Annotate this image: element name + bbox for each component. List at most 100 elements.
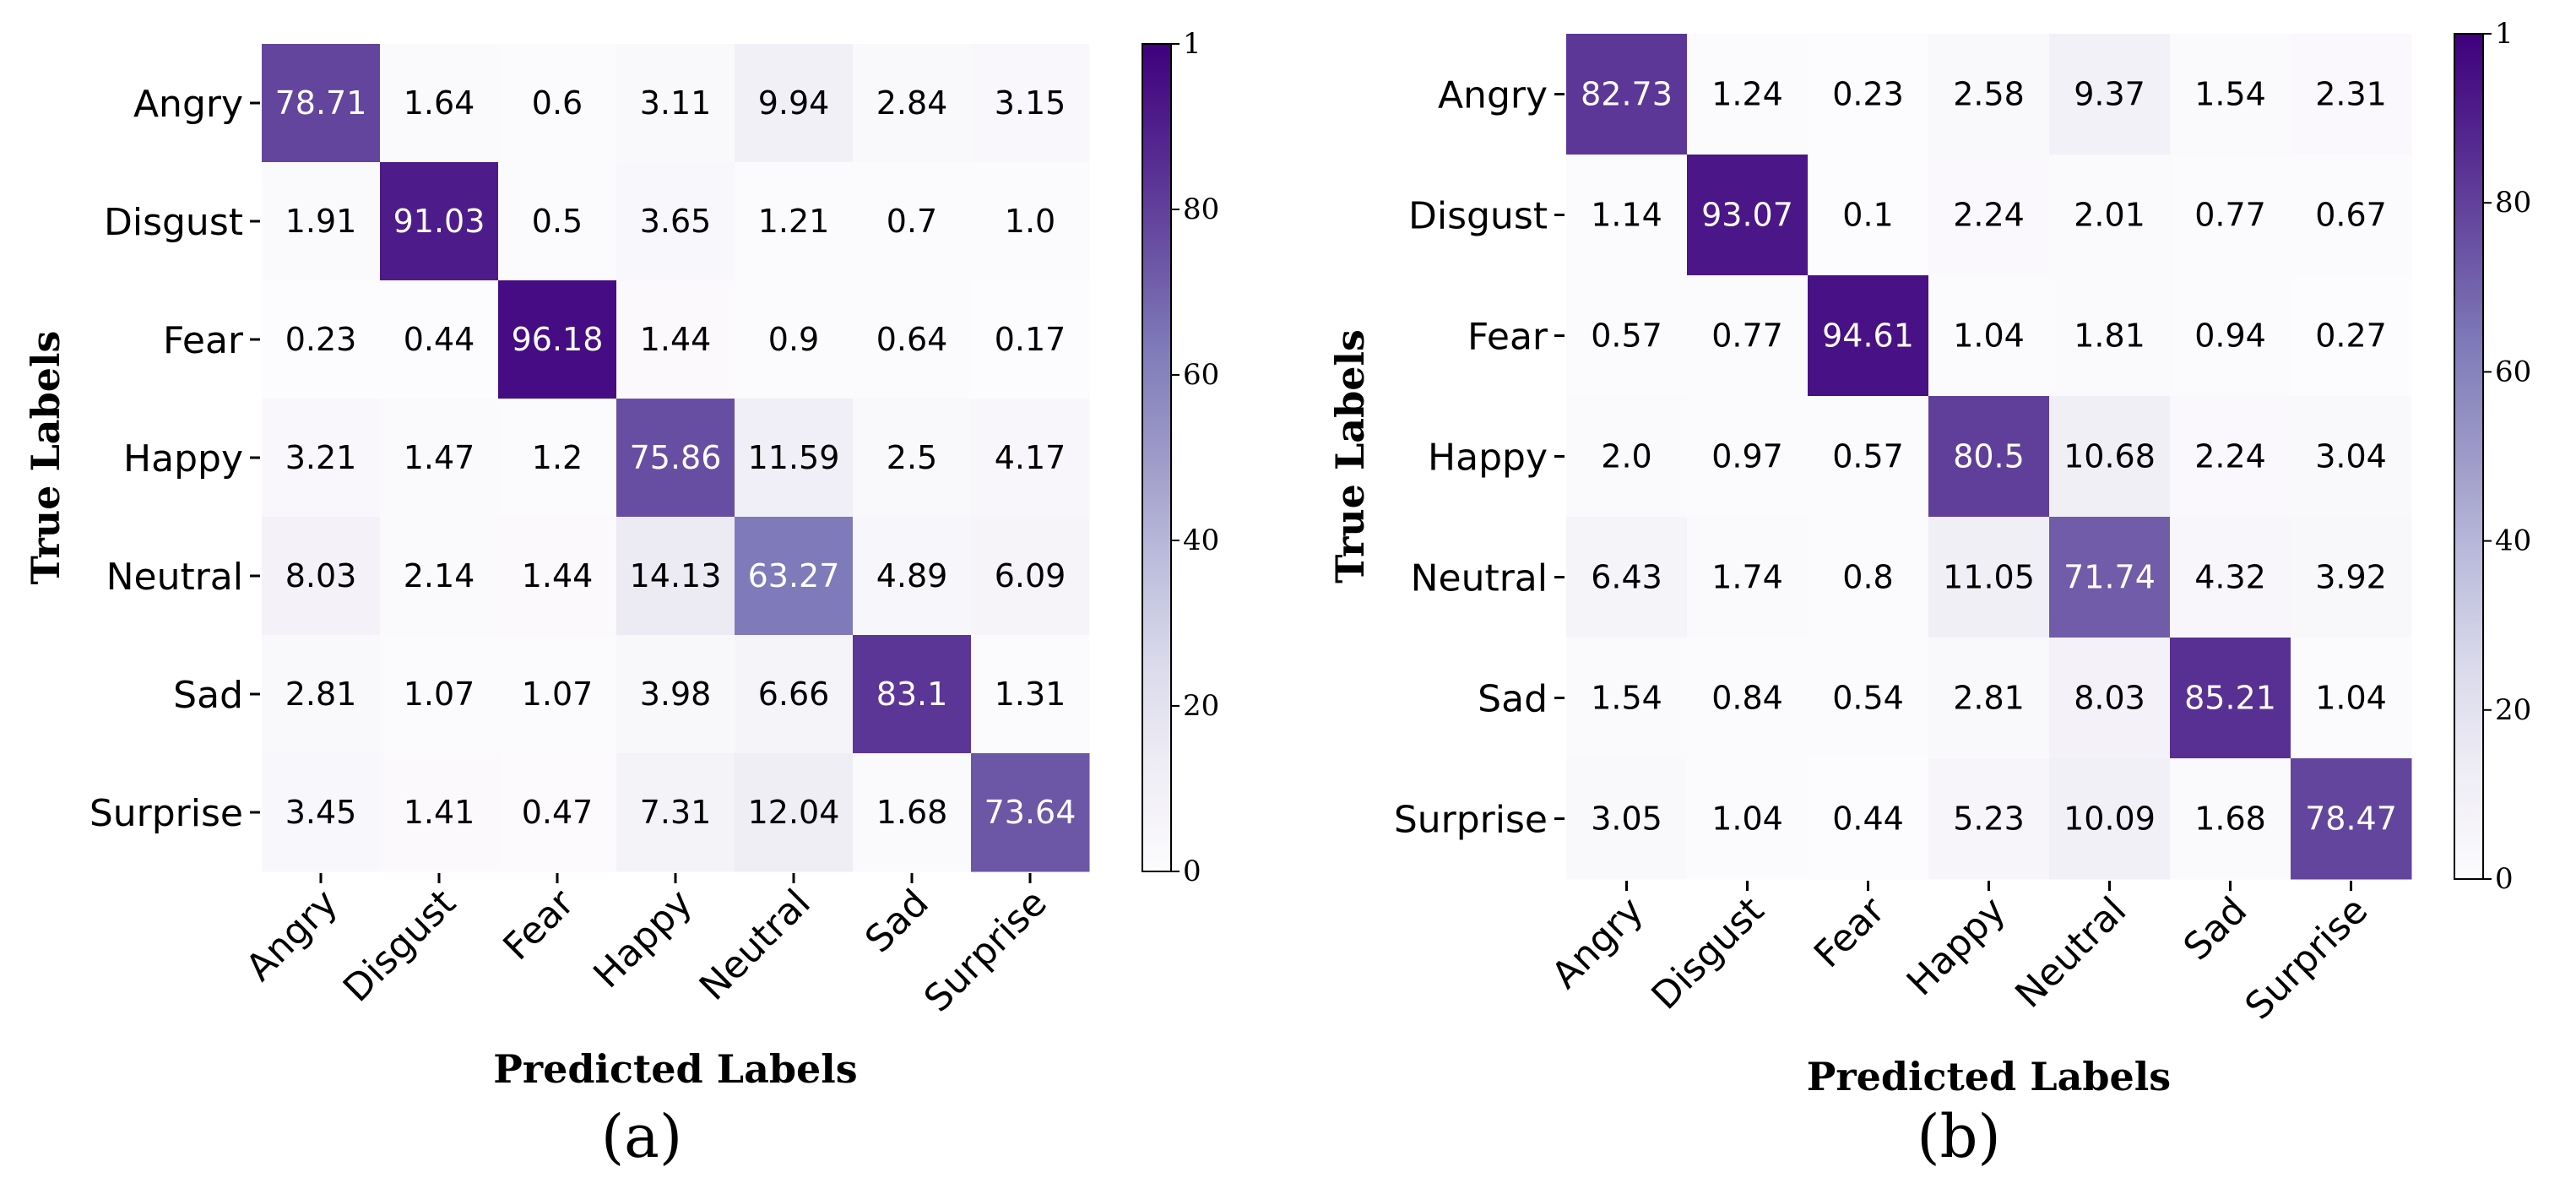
colorbar: 0 20 40 60 80 1 — [1142, 27, 1219, 888]
cell-value-label: 12.04 — [748, 794, 840, 831]
heatmap-cell — [2049, 275, 2171, 397]
cell-value-label: 3.15 — [995, 84, 1066, 122]
cell-value-label: 1.04 — [2315, 680, 2387, 717]
cell-value-label: 1.04 — [1953, 317, 2025, 355]
heatmap-cell — [1928, 638, 2050, 759]
heatmap-cell — [1928, 34, 2050, 155]
heatmap-cell — [498, 635, 617, 754]
colorbar-gradient — [1142, 43, 1172, 872]
cell-value-label: 0.57 — [1832, 438, 1904, 475]
heatmap-cell — [616, 635, 735, 754]
cell-value-label: 1.14 — [1591, 197, 1662, 234]
heatmap-cell — [1687, 396, 1809, 518]
heatmap-cell — [1808, 275, 1929, 397]
cell-value-label: 2.24 — [2194, 438, 2266, 475]
cell-value-label: 2.31 — [2315, 76, 2387, 113]
heatmap-cell — [1928, 155, 2050, 276]
heatmap-cell — [1808, 517, 1929, 638]
cell-value-label: 1.91 — [285, 203, 357, 240]
cell-value-label: 1.68 — [876, 794, 948, 831]
cell-value-label: 0.84 — [1711, 680, 1783, 717]
y-axis-title: True Labels — [23, 331, 68, 585]
cell-value-label: 0.17 — [995, 321, 1066, 358]
cell-value-label: 1.07 — [522, 676, 594, 713]
heatmap-cell — [2291, 638, 2412, 759]
cell-value-label: 11.05 — [1943, 559, 2035, 596]
heatmap-cell — [1566, 638, 1688, 759]
cell-value-label: 73.64 — [984, 794, 1076, 831]
cell-value-label: 11.59 — [748, 439, 840, 476]
heatmap-cell — [616, 280, 735, 399]
y-tick-label: Fear — [163, 319, 244, 362]
heatmap-cell — [735, 635, 854, 754]
heatmap-cell — [380, 399, 499, 518]
cell-value-label: 1.74 — [1711, 559, 1783, 596]
heatmap-cell — [735, 44, 854, 163]
heatmap-cell — [1808, 638, 1929, 759]
cell-value-label: 0.44 — [1832, 801, 1904, 838]
cell-value-label: 0.1 — [1842, 197, 1893, 234]
heatmap-cell — [380, 44, 499, 163]
cell-value-label: 1.0 — [1005, 203, 1055, 240]
heatmap-cell — [1566, 34, 1688, 155]
heatmap-cell — [2170, 517, 2291, 638]
colorbar-tick-label: 60 — [2495, 355, 2531, 388]
cell-value-label: 9.94 — [758, 84, 830, 122]
heatmap-cell — [1687, 275, 1809, 397]
cell-value-label: 8.03 — [2074, 680, 2145, 717]
cell-value-label: 1.47 — [404, 439, 475, 476]
panel-caption: (b) — [1917, 1102, 2000, 1171]
heatmap-cell — [1566, 155, 1688, 276]
heatmap-cell — [1928, 275, 2050, 397]
heatmap-cell — [735, 162, 854, 281]
cell-value-label: 3.92 — [2315, 559, 2387, 596]
heatmap-cell — [853, 517, 972, 636]
cell-value-label: 2.81 — [1953, 680, 2025, 717]
heatmap-cell — [2049, 155, 2171, 276]
cell-value-label: 3.65 — [640, 203, 712, 240]
y-tick-label: Happy — [1428, 437, 1548, 480]
y-tick-label: Disgust — [1408, 195, 1548, 238]
heatmap-cell — [498, 517, 617, 636]
heatmap-cell — [2291, 758, 2412, 880]
cell-value-label: 2.81 — [285, 676, 357, 713]
cell-value-label: 8.03 — [285, 557, 357, 594]
heatmap-cell — [1808, 155, 1929, 276]
cell-value-label: 96.18 — [512, 321, 604, 358]
cell-value-label: 1.54 — [1591, 680, 1662, 717]
cell-value-label: 75.86 — [630, 439, 722, 476]
x-tick-label: Fear — [1806, 888, 1894, 976]
heatmap-cell — [1928, 517, 2050, 638]
heatmap-cell — [498, 162, 617, 281]
cell-value-label: 0.7 — [887, 203, 937, 240]
cell-value-label: 2.0 — [1601, 438, 1651, 475]
heatmap-cell — [853, 44, 972, 163]
colorbar-tick-label: 60 — [1183, 358, 1219, 392]
cell-value-label: 1.07 — [404, 676, 475, 713]
x-tick-label: Happy — [585, 882, 700, 996]
x-tick-label: Disgust — [335, 882, 464, 1011]
cell-value-label: 1.24 — [1711, 76, 1783, 113]
cell-value-label: 83.1 — [876, 676, 948, 713]
heatmap-cell — [735, 399, 854, 518]
x-tick-label: Surprise — [2237, 889, 2376, 1028]
colorbar-tick-label: 20 — [1183, 689, 1219, 723]
cell-value-label: 0.44 — [404, 321, 475, 358]
cell-value-label: 63.27 — [748, 557, 840, 594]
heatmap-cell — [2170, 155, 2291, 276]
cell-value-label: 2.58 — [1953, 76, 2025, 113]
heatmap-cell — [853, 280, 972, 399]
cell-value-label: 0.8 — [1842, 559, 1893, 596]
y-tick-label: Neutral — [106, 556, 243, 599]
cell-value-label: 0.64 — [876, 321, 948, 358]
cell-value-label: 1.64 — [404, 84, 475, 122]
cell-value-label: 2.24 — [1953, 197, 2025, 234]
cell-value-label: 0.6 — [532, 84, 583, 122]
heatmap-cell — [1566, 758, 1688, 880]
heatmap-cell — [1928, 758, 2050, 880]
heatmap-cell — [971, 635, 1090, 754]
cell-value-label: 3.45 — [285, 794, 357, 831]
heatmap-cell — [380, 162, 499, 281]
heatmap-cell — [971, 162, 1090, 281]
